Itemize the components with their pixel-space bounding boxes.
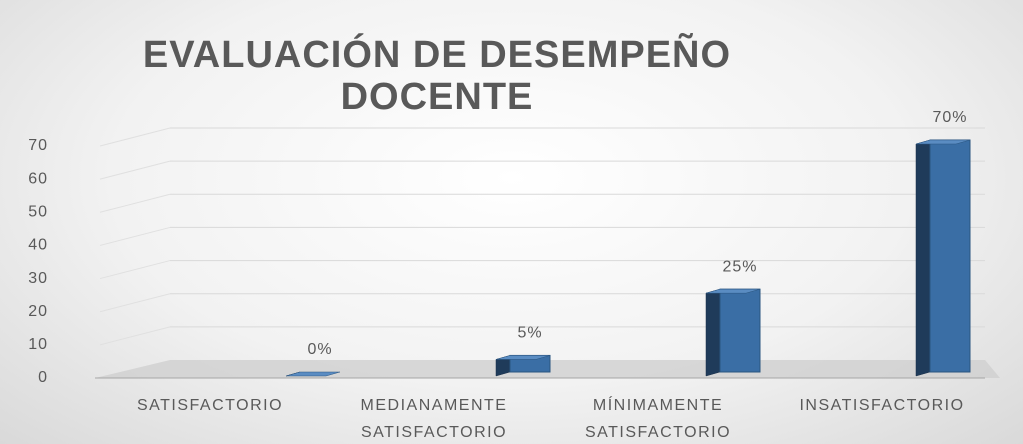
x-tick-label: MEDIANAMENTE SATISFACTORIO [360, 397, 508, 441]
y-tick-label: 30 [28, 270, 48, 287]
data-label: 5% [517, 325, 542, 342]
y-tick-label: 20 [28, 303, 48, 320]
bar [495, 354, 551, 377]
bar-side [915, 139, 931, 377]
bar [705, 288, 761, 377]
bar-top [705, 288, 761, 294]
bar-front [719, 288, 761, 373]
bar [915, 139, 971, 377]
grid-line [99, 326, 171, 346]
bar-top [285, 371, 341, 377]
y-tick-label: 0 [38, 369, 48, 386]
grid-line [99, 160, 171, 180]
x-tick-label: INSATISFACTORIO [799, 397, 965, 414]
grid-line [99, 293, 171, 313]
y-tick-label: 60 [28, 170, 48, 187]
grid-line [99, 127, 171, 147]
data-label: 0% [307, 341, 332, 358]
bar-front [929, 139, 971, 373]
bar-side [705, 288, 721, 377]
bar-top [495, 355, 551, 360]
bar [285, 371, 341, 377]
y-tick-label: 70 [28, 137, 48, 154]
chart-title: EVALUACIÓN DE DESEMPEÑO DOCENTE [142, 34, 732, 118]
x-tick-label: MÍNIMAMENTE SATISFACTORIO [584, 397, 732, 441]
y-tick-label: 40 [28, 237, 48, 254]
x-tick-label: SATISFACTORIO [136, 397, 284, 414]
y-tick-label: 10 [28, 336, 48, 353]
grid-line [99, 226, 171, 246]
bar-top [915, 139, 971, 145]
grid-line [99, 193, 171, 213]
grid-line [99, 260, 171, 280]
data-label: 25% [722, 258, 757, 275]
y-tick-label: 50 [28, 204, 48, 221]
data-label: 70% [932, 109, 967, 126]
